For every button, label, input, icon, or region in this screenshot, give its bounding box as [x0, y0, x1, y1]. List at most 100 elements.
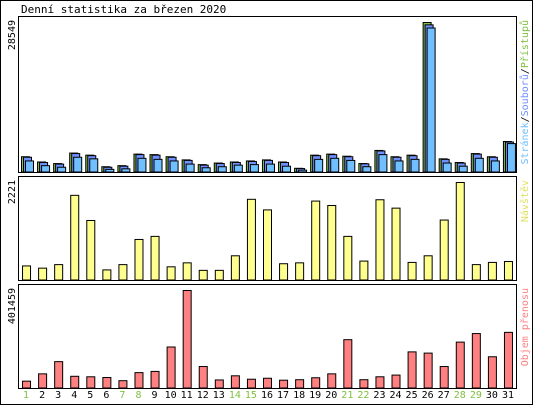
x-tick-label: 27: [438, 390, 450, 401]
bar-stránek-day-20: [330, 157, 340, 173]
bar-visits-day-2: [38, 267, 48, 281]
bar-stránek-day-14: [233, 164, 243, 173]
bar-stránek-day-31: [506, 143, 516, 173]
bar-visits-day-13: [214, 269, 224, 281]
side-label-part: Návštěv: [519, 180, 531, 222]
bar-visits-day-27: [439, 219, 449, 281]
bar-visits-day-10: [166, 266, 176, 281]
bar-stránek-day-16: [265, 163, 275, 173]
x-tick-label: 23: [373, 390, 385, 401]
x-tick-label: 15: [245, 390, 257, 401]
bar-kbytes-day-11: [182, 290, 192, 389]
bar-stránek-day-17: [282, 165, 292, 173]
x-tick-label: 3: [55, 390, 61, 401]
bar-visits-day-23: [375, 199, 385, 281]
panel-frame-hits-files-pages: [18, 16, 517, 173]
bar-visits-day-21: [343, 235, 353, 281]
x-tick-label: 11: [181, 390, 193, 401]
bar-visits-day-26: [423, 255, 433, 281]
bar-kbytes-day-13: [214, 379, 224, 389]
ymax-label-kbytes: 401459: [7, 288, 18, 324]
bar-visits-day-8: [134, 238, 144, 281]
x-tick-label: 29: [470, 390, 482, 401]
side-label-part: Souborů: [519, 74, 531, 116]
x-tick-label: 20: [325, 390, 337, 401]
bar-stránek-day-29: [474, 157, 484, 173]
bar-kbytes-day-1: [22, 380, 32, 389]
bar-kbytes-day-2: [38, 373, 48, 389]
bar-kbytes-day-12: [198, 366, 208, 389]
bar-kbytes-day-24: [391, 374, 401, 389]
bar-kbytes-day-8: [134, 372, 144, 389]
chart-title: Denní statistika za březen 2020: [21, 3, 227, 16]
bar-stránek-day-9: [153, 158, 163, 173]
bar-kbytes-day-15: [246, 378, 256, 389]
bar-kbytes-day-14: [230, 375, 240, 389]
bar-stránek-day-26: [426, 27, 436, 173]
x-tick-label: 25: [406, 390, 418, 401]
bar-stránek-day-7: [121, 168, 131, 173]
ymax-label-hits-files-pages: 28549: [7, 20, 18, 50]
bar-stránek-day-22: [362, 166, 372, 173]
x-tick-label: 4: [71, 390, 77, 401]
bar-stránek-day-3: [57, 166, 67, 173]
bar-stránek-day-18: [298, 169, 308, 173]
bar-visits-day-29: [471, 264, 481, 281]
side-label-part: /: [520, 116, 531, 122]
bar-visits-day-22: [359, 260, 369, 281]
bar-kbytes-day-18: [295, 379, 305, 389]
bar-kbytes-day-6: [102, 377, 112, 389]
x-tick-label: 31: [502, 390, 514, 401]
bar-visits-day-7: [118, 264, 128, 281]
x-tick-label: 6: [103, 390, 109, 401]
x-tick-label: 10: [165, 390, 177, 401]
x-tick-label: 14: [229, 390, 241, 401]
bar-visits-day-5: [86, 219, 96, 281]
bar-visits-day-31: [503, 261, 513, 281]
x-tick-label: 21: [341, 390, 353, 401]
bar-visits-day-3: [54, 264, 64, 281]
bar-stránek-day-28: [458, 165, 468, 173]
x-tick-label: 24: [389, 390, 401, 401]
bar-visits-day-20: [327, 204, 337, 281]
bar-stránek-day-21: [346, 159, 356, 173]
bar-kbytes-day-3: [54, 361, 64, 389]
bar-stránek-day-10: [169, 160, 179, 173]
bar-visits-day-17: [279, 263, 289, 281]
bar-stránek-day-6: [105, 168, 115, 173]
bar-visits-day-1: [22, 265, 32, 281]
bar-visits-day-16: [263, 209, 272, 281]
x-tick-label: 8: [135, 390, 141, 401]
side-label-part: /: [520, 68, 531, 74]
bar-stránek-day-19: [314, 158, 324, 173]
bar-stránek-day-11: [185, 163, 195, 173]
x-tick-label: 26: [422, 390, 434, 401]
side-label-visits: Návštěv: [519, 180, 531, 222]
bar-stránek-day-25: [410, 158, 420, 173]
bar-visits-day-25: [407, 261, 417, 281]
bar-visits-day-30: [487, 261, 497, 281]
bar-kbytes-day-5: [86, 376, 96, 389]
bar-stránek-day-2: [41, 165, 51, 173]
bar-kbytes-day-9: [150, 370, 160, 389]
bar-stránek-day-24: [394, 160, 404, 173]
bar-stránek-day-4: [73, 156, 83, 173]
bar-visits-day-28: [455, 182, 465, 281]
bar-kbytes-day-10: [166, 346, 176, 389]
bar-kbytes-day-27: [439, 366, 449, 389]
bar-stránek-day-30: [490, 160, 500, 173]
x-tick-label: 17: [277, 390, 289, 401]
bar-kbytes-day-4: [70, 375, 80, 389]
bar-stránek-day-27: [442, 162, 452, 173]
x-tick-label: 12: [197, 390, 209, 401]
bar-visits-day-19: [311, 200, 321, 281]
ymax-label-visits: 2221: [7, 180, 18, 204]
bar-kbytes-day-31: [503, 331, 513, 389]
x-tick-label: 7: [119, 390, 125, 401]
bar-kbytes-day-23: [375, 376, 385, 389]
bar-kbytes-day-20: [327, 373, 337, 389]
bar-visits-day-11: [182, 262, 192, 281]
bar-visits-day-4: [70, 194, 80, 281]
